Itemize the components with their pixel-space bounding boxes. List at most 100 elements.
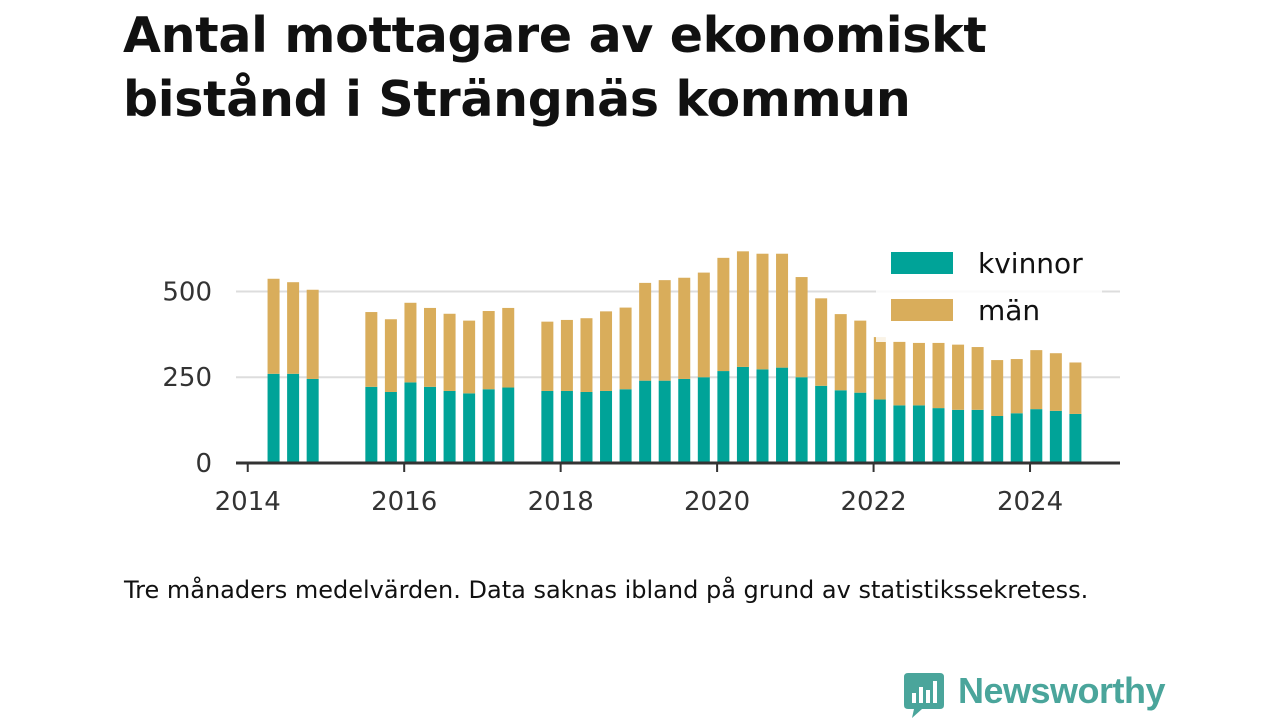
newsworthy-wordmark: Newsworthy (958, 670, 1166, 711)
bar-man (815, 298, 828, 386)
x-tick-label: 2022 (840, 487, 906, 517)
bar-man (639, 282, 652, 381)
bar-man (932, 342, 945, 409)
bar-man (1030, 350, 1043, 410)
bar-kvinnor (463, 393, 476, 463)
x-tick-label: 2020 (684, 487, 750, 517)
bar-kvinnor (756, 369, 769, 463)
footnote: Tre månaders medelvärden. Data saknas ib… (124, 576, 1089, 604)
bar-kvinnor (482, 389, 495, 463)
bar-series (267, 251, 1082, 463)
bar-kvinnor (404, 382, 417, 463)
bar-kvinnor (873, 399, 886, 463)
x-tick-label: 2024 (997, 487, 1063, 517)
bar-man (736, 251, 749, 367)
bar-kvinnor (776, 367, 789, 463)
bar-man (697, 272, 710, 378)
bar-kvinnor (1010, 413, 1023, 463)
chart-title: Antal mottagare av ekonomiskt bistånd i … (123, 7, 987, 128)
bar-man (619, 307, 632, 390)
bar-man (560, 319, 573, 391)
bar-man (971, 347, 984, 410)
bar-kvinnor (678, 378, 691, 463)
bar-kvinnor (580, 391, 593, 463)
bar-kvinnor (1049, 410, 1062, 463)
bar-kvinnor (697, 377, 710, 463)
bar-man (404, 302, 417, 383)
legend-label-kvinnor: kvinnor (978, 247, 1083, 280)
newsworthy-logo[interactable]: Newsworthy (900, 668, 1200, 718)
bar-man (365, 312, 378, 387)
bar-man (658, 280, 671, 381)
bar-kvinnor (912, 405, 925, 463)
bar-man (991, 360, 1004, 416)
legend-swatch-kvinnor (891, 252, 953, 274)
bar-kvinnor (1069, 413, 1082, 463)
bar-kvinnor (795, 377, 808, 463)
bar-man (1010, 359, 1023, 414)
bar-man (834, 314, 847, 391)
axes: 0 250 500 2014 2016 2018 2020 2022 2024 (162, 277, 1120, 517)
x-tick-label: 2018 (528, 487, 594, 517)
bar-man (854, 320, 867, 393)
bar-kvinnor (384, 391, 397, 463)
bar-man (267, 278, 280, 374)
bar-man (952, 344, 965, 410)
bar-man (776, 253, 789, 368)
bar-kvinnor (639, 380, 652, 463)
bar-kvinnor (619, 389, 632, 463)
bar-man (795, 277, 808, 378)
bar-kvinnor (600, 390, 613, 463)
bar-kvinnor (267, 373, 280, 463)
bar-man (482, 311, 495, 390)
bar-man (1049, 353, 1062, 411)
bar-man (717, 257, 730, 372)
bar-kvinnor (287, 373, 300, 463)
bar-man (424, 307, 437, 387)
bar-kvinnor (443, 390, 456, 463)
bar-man (541, 321, 554, 391)
bar-kvinnor (424, 386, 437, 463)
bar-man (912, 342, 925, 406)
bar-kvinnor (1030, 409, 1043, 463)
bar-kvinnor (560, 390, 573, 463)
bar-man (893, 341, 906, 406)
y-tick-label: 0 (195, 449, 212, 479)
y-tick-label: 500 (162, 277, 212, 307)
y-tick-label: 250 (162, 363, 212, 393)
bar-man (443, 313, 456, 391)
legend-swatch-man (891, 299, 953, 321)
bar-man (873, 337, 886, 400)
bar-man (600, 311, 613, 391)
bar-kvinnor (971, 409, 984, 463)
bar-man (678, 277, 691, 379)
newsworthy-logo-icon (904, 673, 944, 718)
bar-kvinnor (365, 386, 378, 463)
legend: kvinnor män (876, 240, 1102, 342)
legend-label-man: män (978, 294, 1040, 327)
bar-kvinnor (854, 392, 867, 463)
x-tick-label: 2016 (371, 487, 437, 517)
bar-kvinnor (893, 405, 906, 463)
bar-man (306, 289, 319, 379)
bar-kvinnor (541, 390, 554, 463)
x-tick-label: 2014 (215, 487, 281, 517)
bar-kvinnor (306, 378, 319, 463)
bar-man (580, 318, 593, 392)
bar-man (463, 320, 476, 394)
bar-kvinnor (502, 387, 515, 463)
bar-man (384, 319, 397, 392)
bar-kvinnor (736, 366, 749, 463)
stacked-bar-chart: 0 250 500 2014 2016 2018 2020 2022 2024 kvinnor m… (162, 240, 1120, 517)
bar-kvinnor (932, 408, 945, 463)
bar-man (502, 307, 515, 388)
bar-kvinnor (834, 390, 847, 463)
bar-kvinnor (952, 409, 965, 463)
bar-man (1069, 362, 1082, 414)
bar-kvinnor (658, 380, 671, 463)
bar-kvinnor (815, 385, 828, 463)
bar-man (287, 282, 300, 374)
bar-kvinnor (991, 415, 1004, 463)
bar-kvinnor (717, 371, 730, 463)
bar-man (756, 253, 769, 370)
